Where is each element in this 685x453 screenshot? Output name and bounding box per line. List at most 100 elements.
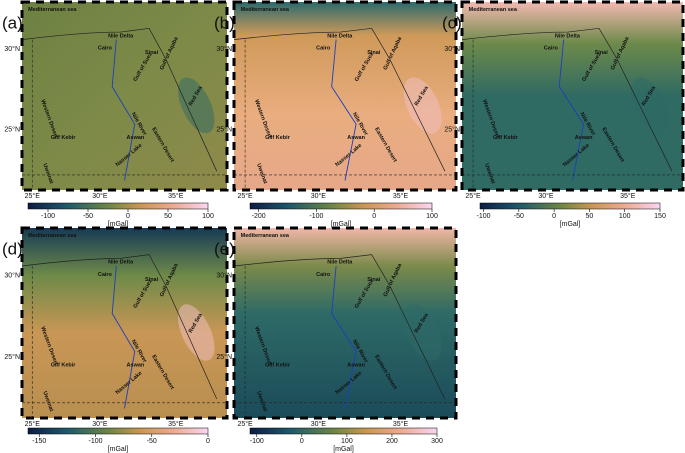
place-label: Sinai	[367, 50, 381, 56]
frame	[232, 226, 458, 420]
colorbar-tick-label: 300	[431, 438, 443, 445]
lon-label: 35°E	[168, 420, 184, 428]
anomaly-patch	[403, 304, 442, 361]
coastline	[461, 27, 673, 172]
lon-label: 30°E	[311, 192, 327, 200]
place-label: Gilf Kebir	[51, 362, 77, 368]
frame	[232, 0, 458, 192]
border	[22, 39, 227, 190]
colorbar-tick-label: 200	[386, 438, 398, 445]
colorbar-tick-label: 0	[206, 438, 210, 445]
colorbar-tick-label: 100	[426, 213, 438, 220]
colorbar-tick-label: -50	[147, 438, 157, 445]
panel-letter: (e)	[214, 239, 235, 258]
lon-label: 25°E	[25, 420, 41, 428]
colorbar-tick-label: -50	[514, 213, 524, 220]
lat-label: 30°N	[4, 45, 20, 53]
colorbar-tick-label: 100	[619, 213, 631, 220]
colorbar-tick-label: 100	[202, 213, 214, 220]
colorbar-tick-label: -100	[477, 213, 491, 220]
lat-label: 30°N	[216, 271, 232, 279]
lon-label: 30°E	[311, 420, 327, 428]
place-label: Mediterranean sea	[28, 233, 77, 239]
place-label: Gilf Kebir	[493, 135, 519, 141]
map-panel: (b) Mediterranean sea Nile Delta Cairo Sinai…	[214, 0, 458, 228]
border	[234, 39, 456, 190]
colorbar	[249, 427, 438, 435]
colorbar-tick-label: 0	[126, 213, 130, 220]
lon-label: 25°E	[465, 192, 481, 200]
place-label: Gilf Kebir	[265, 135, 291, 141]
frame	[20, 0, 229, 192]
coastline	[233, 254, 446, 400]
lon-label: 25°E	[25, 192, 41, 200]
colorbar-tick-label: -150	[32, 438, 46, 445]
nile	[558, 39, 585, 181]
place-label: Sinai	[145, 277, 159, 283]
map-panel: (a) Mediterranean sea Nile Delta Cairo Sinai…	[2, 0, 229, 228]
lat-label: 25°N	[4, 126, 20, 134]
lon-label: 30°E	[538, 192, 554, 200]
colorbar-tick-label: 150	[654, 213, 666, 220]
lon-label: 25°E	[237, 420, 253, 428]
anomaly-patch	[178, 77, 215, 134]
anomaly-patch	[630, 77, 669, 134]
place-label: Mediterranean sea	[241, 233, 290, 239]
colorbar	[479, 202, 661, 210]
colorbar	[249, 202, 433, 210]
place-label: Sinai	[367, 277, 381, 283]
panel-letter: (b)	[214, 13, 235, 32]
colorbar-tick-label: 0	[372, 213, 376, 220]
frame	[20, 226, 229, 420]
lon-label: 30°E	[92, 192, 108, 200]
border	[22, 266, 227, 418]
place-label: Sinai	[145, 50, 159, 56]
lon-label: 35°E	[393, 192, 409, 200]
place-label: Aswan	[347, 135, 365, 141]
place-label: Gilf Kebir	[265, 362, 291, 368]
colorbar-tick-label: -100	[250, 438, 264, 445]
colorbar-unit: [mGal]	[108, 446, 129, 453]
panel-letter: (c)	[442, 13, 462, 32]
colorbar	[27, 202, 209, 210]
place-label: Mediterranean sea	[469, 7, 518, 13]
map-panel: (d) Mediterranean sea Nile Delta Cairo Sinai…	[2, 226, 229, 453]
colorbar-unit: [mGal]	[108, 221, 129, 228]
place-label: Cairo	[544, 46, 559, 52]
colorbar	[27, 427, 209, 435]
map-panel: (c) Mediterranean sea Nile Delta Cairo Sinai…	[442, 0, 685, 228]
place-label: Nile Delta	[327, 33, 353, 39]
place-label: Cairo	[316, 272, 331, 278]
place-label: Nile Delta	[327, 260, 353, 266]
lat-label: 25°N	[4, 353, 20, 361]
panel-letter: (a)	[2, 13, 23, 32]
nile	[111, 265, 136, 409]
anomaly-patch	[177, 304, 215, 361]
place-label: Nile Delta	[108, 33, 134, 39]
colorbar-tick-label: 0	[552, 213, 556, 220]
colorbar-tick-label: 100	[341, 438, 353, 445]
colorbar-unit: [mGal]	[333, 446, 354, 453]
colorbar-unit: [mGal]	[331, 221, 352, 228]
colorbar-tick-label: -100	[309, 213, 323, 220]
place-label: Cairo	[316, 46, 331, 52]
coastline	[21, 254, 218, 400]
colorbar-tick-label: 0	[300, 438, 304, 445]
place-label: Aswan	[347, 362, 365, 368]
lon-label: 30°E	[92, 420, 108, 428]
colorbar-tick-label: 50	[164, 213, 172, 220]
lat-label: 30°N	[444, 45, 460, 53]
place-label: Sinai	[595, 50, 609, 56]
colorbar-unit: [mGal]	[560, 221, 581, 228]
map-panel: (e) Mediterranean sea Nile Delta Cairo Sinai…	[214, 226, 458, 453]
border	[462, 39, 683, 190]
place-label: Mediterranean sea	[241, 7, 290, 13]
nile	[111, 39, 136, 181]
nile	[331, 265, 357, 409]
colorbar-tick-label: -100	[88, 438, 102, 445]
place-label: Aswan	[127, 362, 145, 368]
coastline	[21, 27, 218, 172]
place-label: Cairo	[98, 46, 113, 52]
lon-label: 35°E	[393, 420, 409, 428]
